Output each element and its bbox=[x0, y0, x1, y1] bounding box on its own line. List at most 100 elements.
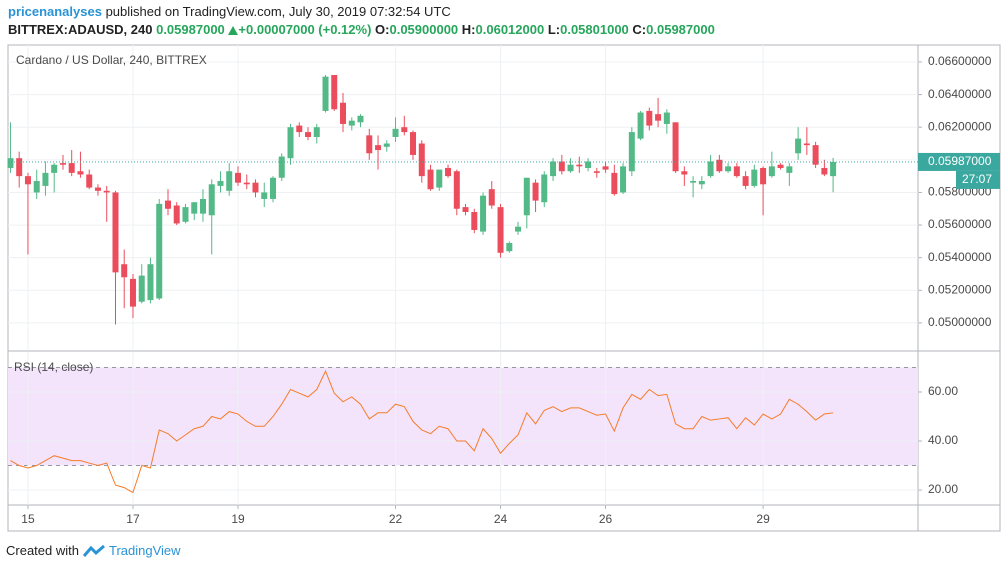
candle-body bbox=[208, 184, 215, 216]
candle-body bbox=[567, 164, 574, 172]
candle-body bbox=[234, 172, 241, 183]
candle-body bbox=[777, 164, 784, 168]
candle-body bbox=[16, 158, 23, 177]
candle-body bbox=[751, 169, 758, 186]
candle-body bbox=[812, 145, 819, 165]
candle-body bbox=[147, 264, 154, 301]
x-tick-label: 17 bbox=[126, 512, 140, 526]
candle-body bbox=[497, 207, 504, 253]
candle-body bbox=[33, 181, 40, 193]
y-tick-label: 0.06200000 bbox=[928, 119, 992, 133]
rsi-title: RSI (14, close) bbox=[14, 360, 93, 374]
candle-body bbox=[313, 127, 320, 137]
change: +0.00007000 (+0.12%) bbox=[238, 22, 372, 37]
rsi-band bbox=[8, 367, 918, 466]
symbol-line: BITTREX:ADAUSD, 240 0.05987000 +0.000070… bbox=[8, 22, 715, 37]
x-tick-label: 24 bbox=[494, 512, 508, 526]
candle-body bbox=[471, 212, 478, 230]
candle-body bbox=[42, 172, 49, 186]
candle-body bbox=[663, 112, 670, 124]
candle-body bbox=[7, 158, 14, 168]
y-tick-label: 0.06600000 bbox=[928, 54, 992, 68]
x-tick-label: 15 bbox=[21, 512, 35, 526]
candle-body bbox=[611, 172, 618, 195]
candle-body bbox=[427, 169, 434, 190]
candle-body bbox=[418, 143, 425, 177]
candle-body bbox=[462, 207, 469, 213]
ohlc-value: 0.05987000 bbox=[646, 22, 715, 37]
candle-body bbox=[637, 112, 644, 139]
candle-body bbox=[768, 166, 775, 177]
candle-body bbox=[322, 76, 329, 111]
candle-body bbox=[733, 166, 740, 177]
candle-body bbox=[304, 132, 311, 137]
candle-body bbox=[515, 226, 522, 232]
candle-body bbox=[191, 202, 198, 214]
candle-body bbox=[401, 127, 408, 133]
candle-body bbox=[51, 164, 58, 173]
x-tick-label: 19 bbox=[231, 512, 245, 526]
ohlc-c: C: bbox=[632, 22, 647, 37]
candle-body bbox=[488, 189, 495, 206]
candle-body bbox=[576, 164, 583, 167]
candle-body bbox=[86, 174, 93, 188]
candle-body bbox=[593, 171, 600, 173]
candle-body bbox=[129, 278, 136, 307]
candle-body bbox=[357, 115, 364, 123]
candle-body bbox=[24, 176, 31, 185]
chart-title: Cardano / US Dollar, 240, BITTREX bbox=[16, 53, 207, 67]
y-tick-label: 60.00 bbox=[928, 384, 958, 398]
countdown: 27:07 bbox=[962, 172, 992, 186]
y-tick-label: 0.05000000 bbox=[928, 315, 992, 329]
candle-body bbox=[94, 187, 101, 191]
candle-body bbox=[480, 195, 487, 232]
symbol: BITTREX:ADAUSD, 240 bbox=[8, 22, 153, 37]
candle-body bbox=[296, 125, 303, 133]
chart-frame bbox=[7, 44, 1001, 532]
candle-body bbox=[830, 161, 837, 177]
candle-body bbox=[550, 161, 557, 177]
footer: Created with TradingView bbox=[6, 543, 181, 558]
candle-body bbox=[138, 275, 145, 302]
candle-body bbox=[698, 181, 705, 185]
ohlc-h: H: bbox=[461, 22, 476, 37]
candle-body bbox=[156, 203, 163, 299]
candle-body bbox=[725, 166, 732, 172]
candle-body bbox=[410, 132, 417, 155]
logo bbox=[82, 544, 105, 557]
candle-body bbox=[243, 182, 250, 185]
candle-body bbox=[112, 192, 119, 273]
candle-body bbox=[795, 138, 802, 154]
candle-body bbox=[278, 156, 285, 178]
candle-body bbox=[558, 161, 565, 172]
chart: 0.05000000 0.05200000 0.05400000 0.05600000… bbox=[7, 44, 1001, 532]
candle-body bbox=[375, 145, 382, 151]
candle-body bbox=[261, 192, 268, 199]
candle-body bbox=[602, 166, 609, 170]
candle-body bbox=[803, 143, 810, 146]
ohlc-l: L: bbox=[547, 22, 561, 37]
candle-body bbox=[59, 163, 66, 165]
author[interactable]: pricenanalyses bbox=[8, 4, 102, 19]
price: 0.05987000 bbox=[156, 22, 225, 37]
y-tick-label: 0.05600000 bbox=[928, 217, 992, 231]
candle-body bbox=[392, 128, 399, 137]
candle-body bbox=[68, 163, 75, 173]
candle-body bbox=[348, 120, 355, 126]
published: published on TradingView.com, July 30, 2… bbox=[105, 4, 451, 19]
brand[interactable]: TradingView bbox=[108, 543, 181, 558]
candle-body bbox=[655, 114, 662, 121]
candle-body bbox=[620, 166, 627, 193]
candle-body bbox=[672, 122, 679, 172]
header-line: pricenanalyses published on TradingView.… bbox=[8, 4, 451, 19]
candle-body bbox=[383, 143, 390, 147]
candle-body bbox=[707, 161, 714, 177]
candle-body bbox=[366, 135, 373, 154]
candle-body bbox=[173, 205, 180, 224]
candle-body bbox=[121, 264, 128, 278]
candle-body bbox=[821, 167, 828, 175]
candle-body bbox=[453, 171, 460, 209]
countdown-box bbox=[956, 170, 1000, 189]
up-arrow bbox=[228, 26, 239, 35]
ohlc-o: O: bbox=[375, 22, 390, 37]
